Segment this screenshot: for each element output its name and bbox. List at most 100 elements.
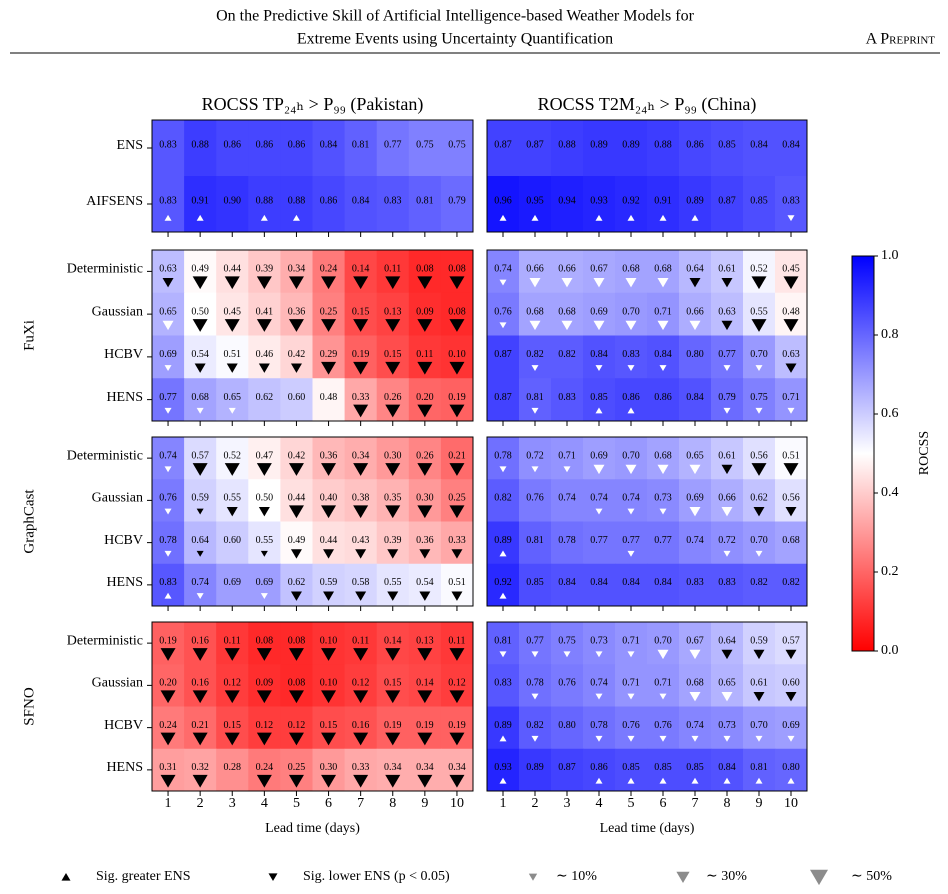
cell-label: 0.70 [622, 450, 640, 461]
row-label: HENS [106, 390, 143, 405]
sig-marker [449, 276, 465, 290]
cell-label: 0.86 [256, 139, 274, 150]
cell-label: 0.90 [224, 195, 242, 206]
cell-label: 0.63 [718, 306, 736, 317]
heatmap-cell [551, 622, 584, 665]
cell-label: 0.50 [256, 493, 274, 504]
heatmap-cell [711, 176, 744, 233]
heatmap-cell [152, 521, 185, 565]
cell-label: 0.15 [384, 678, 402, 689]
sig-marker [627, 550, 635, 557]
heatmap-cell [583, 748, 616, 792]
cell-label: 0.49 [288, 535, 306, 546]
heatmap-cell [519, 563, 552, 607]
cell-label: 0.12 [256, 720, 274, 731]
sig-marker [691, 777, 699, 784]
legend-marker [810, 869, 828, 886]
x-tick-label: 9 [756, 796, 763, 811]
cell-label: 0.83 [494, 678, 512, 689]
sig-marker [689, 649, 701, 660]
cell-label: 0.79 [448, 195, 466, 206]
cell-label: 0.32 [191, 762, 209, 773]
sig-marker [164, 407, 172, 414]
heatmap-cell [487, 120, 520, 177]
sig-marker [449, 404, 465, 418]
sig-marker [258, 506, 270, 517]
sig-marker [353, 404, 369, 418]
heatmap-cell [487, 622, 520, 665]
cell-label: 0.14 [384, 635, 402, 646]
sig-marker [192, 276, 208, 290]
cell-label: 0.81 [416, 195, 434, 206]
cell-label: 0.62 [288, 577, 306, 588]
cell-label: 0.71 [654, 678, 672, 689]
sig-marker [288, 774, 304, 788]
cell-label: 0.77 [159, 392, 177, 403]
sig-marker [751, 276, 767, 290]
cell-label: 0.39 [384, 535, 402, 546]
colorbar-tick-label: 1.0 [881, 248, 899, 263]
sig-marker [721, 506, 733, 517]
cell-label: 0.08 [448, 306, 466, 317]
cell-label: 0.30 [384, 450, 402, 461]
heatmap-cell [615, 622, 648, 665]
cell-label: 0.71 [654, 306, 672, 317]
cell-label: 0.66 [686, 306, 704, 317]
cell-label: 0.85 [526, 577, 544, 588]
row-label: Deterministic [67, 448, 143, 463]
sig-marker [196, 508, 204, 515]
cell-label: 0.83 [159, 139, 177, 150]
cell-label: 0.60 [288, 392, 306, 403]
cell-label: 0.83 [622, 349, 640, 360]
heatmap-cell [775, 120, 808, 177]
heatmap-cell [615, 335, 648, 379]
cell-label: 0.76 [558, 678, 576, 689]
sig-marker [256, 319, 272, 332]
sig-marker [192, 648, 208, 661]
sig-marker [721, 691, 733, 702]
heatmap-cell [775, 521, 808, 565]
heatmap-cell [487, 563, 520, 607]
cell-label: 0.31 [159, 762, 177, 773]
heatmap-cell [743, 521, 776, 565]
heatmap-cell [519, 479, 552, 522]
cell-label: 0.47 [256, 450, 274, 461]
cell-label: 0.34 [352, 450, 370, 461]
sig-marker [385, 732, 401, 746]
sig-marker [353, 690, 369, 704]
heatmap-cell [487, 437, 520, 480]
sig-marker [627, 693, 635, 700]
sig-marker [196, 550, 204, 557]
cell-label: 0.43 [352, 535, 370, 546]
sig-marker [449, 690, 465, 704]
cell-label: 0.33 [352, 762, 370, 773]
row-label: Gaussian [92, 491, 143, 506]
colorbar-tick-label: 0.2 [881, 564, 899, 579]
row-label: Deterministic [67, 262, 143, 277]
colorbar-tick-label: 0.6 [881, 406, 899, 421]
cell-label: 0.70 [750, 349, 768, 360]
heatmap-cell [615, 664, 648, 707]
legend-marker [61, 872, 71, 881]
heatmap-cell [280, 378, 313, 422]
sig-marker [753, 649, 765, 660]
cell-label: 0.83 [384, 195, 402, 206]
cell-label: 0.08 [288, 678, 306, 689]
cell-label: 0.72 [526, 450, 544, 461]
colorbar-tick-label: 0.0 [881, 643, 899, 658]
sig-marker [321, 463, 337, 476]
row-label: Gaussian [92, 304, 143, 319]
heatmap-cell [216, 378, 249, 422]
sig-marker [627, 407, 635, 414]
sig-marker [290, 549, 302, 559]
heatmap-cell [184, 176, 217, 233]
sig-marker [224, 690, 240, 704]
cell-label: 0.73 [590, 635, 608, 646]
heatmap-cell [487, 335, 520, 379]
sig-marker [531, 466, 539, 473]
cell-label: 0.89 [526, 762, 544, 773]
heatmap-cell [711, 120, 744, 177]
cell-label: 0.19 [384, 720, 402, 731]
cell-label: 0.88 [256, 195, 274, 206]
sig-marker [531, 214, 539, 221]
